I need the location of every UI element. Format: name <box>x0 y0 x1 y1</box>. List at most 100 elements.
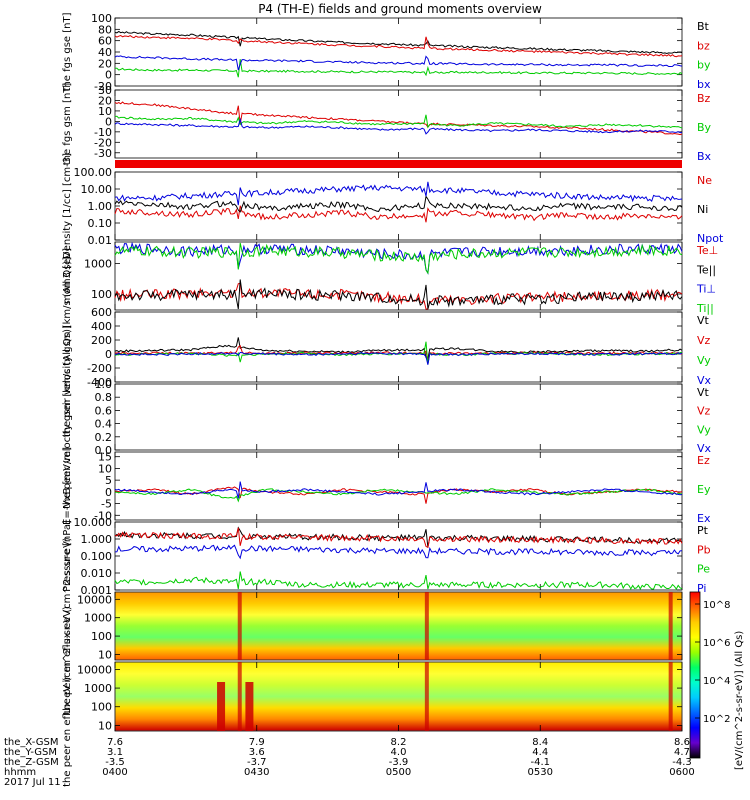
colorbar-ticks: 10^8 10^6 10^4 10^2 <box>695 600 730 725</box>
y-tick-label: 10 <box>98 105 112 118</box>
series-line-bz <box>114 34 683 58</box>
y-tick-label: 1000 <box>84 257 112 270</box>
y-tick-label: 10 <box>98 648 112 661</box>
y-tick-label: 10.000 <box>74 516 113 529</box>
colorbar: 10^8 10^6 10^4 10^2 [eV/(cm^2-s-sr-eV)] (Al… <box>689 591 745 770</box>
y-tick-label: 0.4 <box>95 418 113 431</box>
y-tick-label: -5 <box>101 498 112 511</box>
colorbar-tick-label: 10^2 <box>703 714 730 725</box>
legend-entry-Ex: Ex <box>697 512 711 525</box>
spectrogram-spike <box>237 662 242 731</box>
spectrogram-spike <box>217 682 226 731</box>
footer-row-value: 7.6 <box>107 737 123 748</box>
footer-row-value: 0530 <box>528 767 553 778</box>
spectrogram-spike <box>424 592 429 660</box>
panel-frame <box>114 451 683 521</box>
legend-entry-Bx: Bx <box>697 150 712 163</box>
y-tick-label: 0.10 <box>88 217 113 230</box>
footer-row-value: 0400 <box>102 767 127 778</box>
y-axis-label: the peir velocity gsm [km/s (All Qs)] <box>62 257 73 438</box>
legend-entry-bz: bz <box>697 39 710 52</box>
legend-entry-Bz: Bz <box>697 92 711 105</box>
spectrogram-spike <box>424 662 429 731</box>
series-line-Npot <box>114 181 683 206</box>
y-axis-label: the peir en eflux eV (cm^2-s-sr-eV) <box>62 537 73 714</box>
legend-entry-Ni: Ni <box>697 203 708 216</box>
y-tick-label: -20 <box>94 80 112 93</box>
legend-entry-Vz: Vz <box>697 405 711 418</box>
legend-entry-Pe: Pe <box>697 563 710 576</box>
y-tick-label: 0.100 <box>81 550 113 563</box>
footer-row-value: -3.5 <box>105 757 125 768</box>
legend-entry-Vy: Vy <box>697 354 711 367</box>
legend-entry-Ez: Ez <box>697 454 710 467</box>
footer-row-label: the_Z-GSM <box>4 757 59 768</box>
series-line-Bx <box>114 117 682 135</box>
y-tick-label: -10 <box>94 126 112 139</box>
legend-entry-Pb: Pb <box>697 543 711 556</box>
panel-frame <box>114 383 683 451</box>
y-tick-label: 0.2 <box>95 431 113 444</box>
y-tick-label: 0 <box>105 69 112 82</box>
y-tick-label: 0.6 <box>95 404 113 417</box>
y-tick-label: -20 <box>94 136 112 149</box>
figure-title: P4 (TH-E) fields and ground moments over… <box>258 2 542 16</box>
series-line-Bz <box>114 101 683 136</box>
y-tick-label: -30 <box>94 147 112 160</box>
y-tick-label: 20 <box>98 94 112 107</box>
series-line-Ex <box>114 481 683 499</box>
legend-entry-bx: bx <box>697 78 711 91</box>
y-tick-label: 100 <box>91 12 112 25</box>
series-line-Vt <box>114 337 683 359</box>
legend-entry-Vx: Vx <box>697 374 712 387</box>
legend-entry-Pt: Pt <box>697 524 709 537</box>
series-line-Ne <box>114 205 683 223</box>
y-tick-label: 100.00 <box>74 166 113 179</box>
series-line-Bt <box>114 30 683 55</box>
legend-entry-Vx: Vx <box>697 442 712 455</box>
footer-row-value: 3.6 <box>249 747 265 758</box>
y-tick-label: 1.00 <box>88 200 113 213</box>
colorbar-tick-label: 10^4 <box>703 676 730 687</box>
colorbar-tick-label: 10^6 <box>703 638 730 649</box>
y-tick-label: 0 <box>105 348 112 361</box>
panel-2 <box>115 160 682 168</box>
footer-row-value: -3.9 <box>389 757 409 768</box>
y-tick-label: -200 <box>87 362 112 375</box>
y-tick-label: -10 <box>94 509 112 522</box>
y-axis-label: Density [1/cc] [cm-3] <box>62 153 73 259</box>
panel-frame <box>114 171 683 241</box>
footer-row-value: 4.4 <box>532 747 548 758</box>
y-tick-label: 400 <box>91 320 112 333</box>
y-tick-label: 100 <box>91 630 112 643</box>
spectrogram-spike <box>668 662 673 731</box>
series-line-Te|| <box>114 279 683 310</box>
y-tick-label: 0 <box>105 115 112 128</box>
y-tick-label: 1.000 <box>81 533 113 546</box>
footer-row-value: 8.6 <box>674 737 690 748</box>
footer-row-value: 4.0 <box>391 747 407 758</box>
y-tick-label: 1000 <box>84 682 112 695</box>
y-axis-label: the fgs gse [nT] <box>62 12 73 91</box>
y-tick-label: 10000 <box>77 663 112 676</box>
footer-row-value: 3.1 <box>107 747 123 758</box>
y-axis-label: the fgs gsm [nT] <box>62 83 73 166</box>
y-tick-label: 100 <box>91 288 112 301</box>
panel-4: 1000 100 mom3 [eV] Te⊥ Te|| Ti⊥ Ti|| <box>62 241 718 315</box>
footer-ephemeris: the_X-GSM 7.6 7.9 8.2 8.4 8.6 the_Y-GSM 3.1 3.6 4… <box>4 737 695 778</box>
colorbar-gradient <box>689 591 701 759</box>
y-axis-label: mom3 [eV] <box>62 248 73 304</box>
legend-entry-Te||: Te|| <box>696 263 716 276</box>
y-tick-label: 80 <box>98 23 112 36</box>
spectrogram-spike <box>668 592 673 660</box>
footer-row-label: hhmm <box>4 767 36 778</box>
legend-entry-Ne: Ne <box>697 174 712 187</box>
legend-entry-Npot: Npot <box>697 232 724 245</box>
y-tick-label: 1000 <box>84 612 112 625</box>
y-tick-label: 40 <box>98 46 112 59</box>
y-tick-label: 200 <box>91 334 112 347</box>
